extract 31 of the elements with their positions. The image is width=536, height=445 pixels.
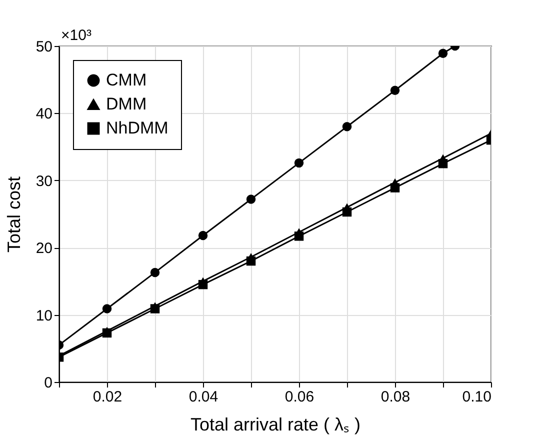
point — [150, 302, 160, 310]
y-tick-label: 40 — [36, 106, 52, 123]
point — [390, 86, 400, 95]
x-tick-label: 0.04 — [188, 388, 218, 406]
point — [342, 122, 352, 132]
point — [438, 48, 448, 58]
legend-label: CMM — [106, 70, 147, 90]
y-axis-title: Total cost — [4, 176, 24, 253]
x-tick-label: 0.10 — [462, 388, 492, 406]
y-tick-label: 30 — [36, 172, 52, 190]
point — [294, 228, 304, 236]
point — [438, 154, 448, 162]
point — [198, 230, 208, 240]
y-tick-label: 50 — [36, 38, 52, 56]
x-tick-label: 0.02 — [92, 388, 122, 406]
point — [102, 304, 112, 314]
x-tick-label: 0.08 — [380, 388, 410, 406]
point — [342, 203, 352, 212]
point — [246, 194, 256, 204]
y-tick-label: 0 — [44, 374, 52, 392]
x-axis-title: Total arrival rate ( λₛ ) — [190, 414, 361, 434]
legend-label: DMM — [106, 94, 147, 114]
point — [150, 268, 160, 278]
y-tick-label: 20 — [36, 240, 52, 258]
point — [246, 253, 256, 261]
text: ×10³ — [61, 27, 92, 44]
point — [198, 277, 208, 286]
x-tick-label: 0.06 — [284, 388, 314, 406]
y-tick-label: 10 — [36, 307, 52, 324]
legend-label: NhDMM — [106, 118, 168, 138]
point — [294, 158, 304, 168]
